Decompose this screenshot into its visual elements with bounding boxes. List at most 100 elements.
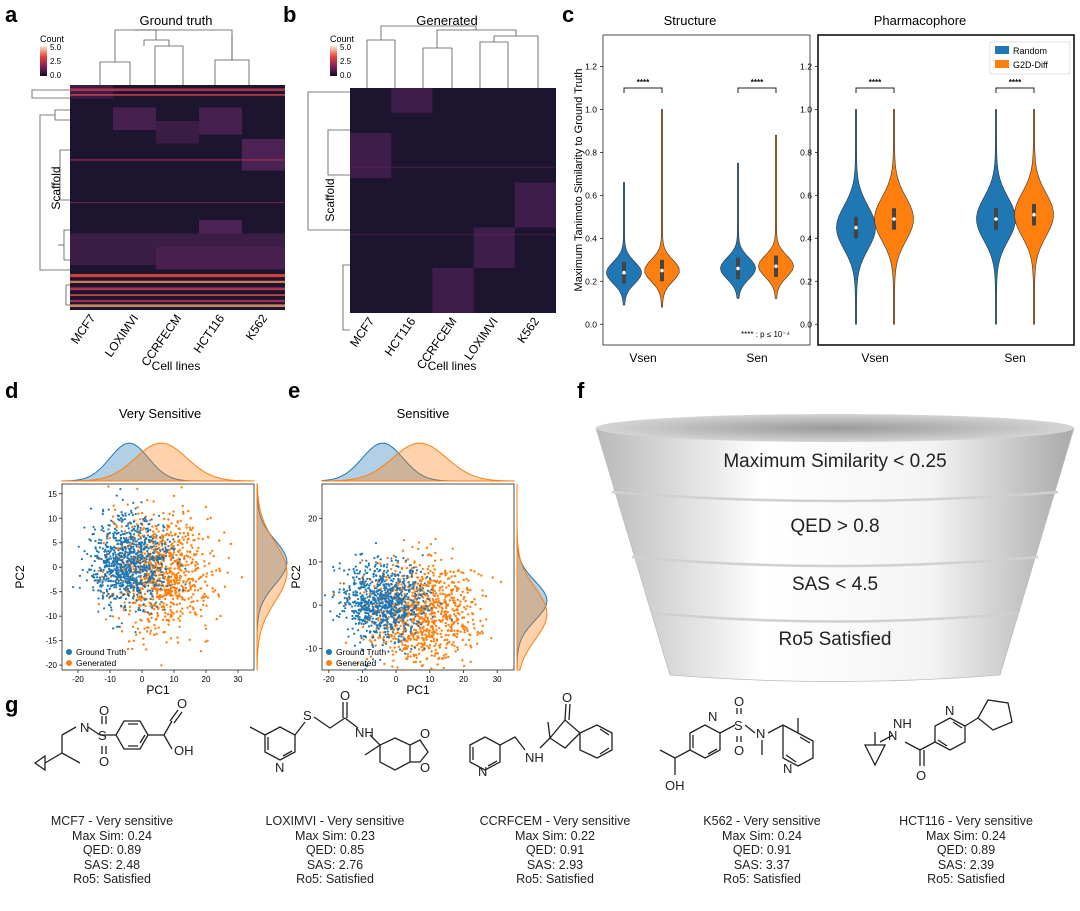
legend-label-random: Random — [1013, 46, 1047, 56]
scatter-point-generated — [217, 593, 220, 596]
scatter-point-generated — [394, 632, 397, 636]
scatter-point-generated — [173, 581, 177, 584]
scatter-point-generated — [139, 587, 142, 590]
atom-label: NH — [525, 750, 544, 765]
scatter-point-generated — [428, 646, 431, 650]
scatter-point-generated — [169, 580, 173, 584]
scatter-point-generated — [153, 633, 156, 637]
molecule-max-sim: Max Sim: 0.23 — [295, 828, 375, 843]
scatter-point-generated — [172, 618, 175, 621]
scatter-point-ground-truth — [338, 567, 341, 570]
molecule-caption-hct116: HCT116 - Very sensitive Max Sim: 0.24 QE… — [866, 814, 1066, 887]
scatter-point-generated — [476, 630, 479, 634]
scatter-point-generated — [178, 568, 181, 571]
scatter-point-generated — [127, 640, 131, 643]
scatter-point-generated — [465, 577, 468, 581]
scatter-xtick-label: 30 — [493, 675, 502, 684]
scatter-ytick-label: 10 — [48, 514, 57, 523]
scatter-point-ground-truth — [147, 538, 151, 541]
scatter-point-ground-truth — [357, 577, 361, 580]
scatter-point-ground-truth — [97, 610, 100, 613]
scatter-point-ground-truth — [362, 635, 365, 638]
scatter-point-ground-truth — [124, 555, 127, 558]
scatter-point-generated — [406, 636, 410, 640]
scatter-xtick-label: 10 — [425, 675, 434, 684]
scatter-point-ground-truth — [366, 607, 369, 610]
scatter-point-ground-truth — [398, 627, 401, 630]
scatter-point-generated — [132, 567, 135, 571]
scatter-point-ground-truth — [137, 608, 140, 612]
scatter-point-ground-truth — [383, 589, 386, 592]
scatter-point-generated — [420, 645, 423, 649]
scatter-point-ground-truth — [370, 624, 373, 627]
scatter-point-generated — [439, 632, 442, 636]
scatter-point-ground-truth — [151, 595, 154, 598]
scatter-point-ground-truth — [347, 568, 351, 571]
scatter-point-generated — [182, 512, 185, 515]
scatter-point-ground-truth — [119, 578, 122, 581]
scatter-point-generated — [179, 614, 182, 618]
scatter-point-ground-truth — [112, 574, 115, 577]
scatter-point-ground-truth — [375, 617, 378, 621]
molecule-sas: SAS: 2.76 — [306, 857, 364, 872]
scatter-point-generated — [382, 641, 386, 644]
scatter-point-ground-truth — [121, 498, 124, 501]
heatmap-a-colorbar-label: Count — [40, 34, 65, 44]
scatter-point-ground-truth — [379, 595, 382, 599]
scatter-point-generated — [401, 574, 404, 578]
scatter-point-ground-truth — [404, 630, 407, 633]
scatter-point-generated — [189, 556, 192, 559]
scatter-point-ground-truth — [398, 610, 402, 613]
scatter-point-ground-truth — [395, 592, 398, 595]
scatter-point-ground-truth — [132, 597, 135, 600]
scatter-point-ground-truth — [404, 612, 407, 616]
scatter-point-generated — [169, 553, 173, 556]
scatter-point-generated — [143, 592, 147, 596]
scatter-point-ground-truth — [356, 615, 359, 618]
scatter-point-ground-truth — [110, 609, 113, 612]
scatter-point-generated — [178, 527, 181, 530]
scatter-point-ground-truth — [89, 568, 93, 571]
heatmap-a-xlabel: Cell lines — [152, 359, 201, 373]
scatter-point-generated — [453, 629, 456, 632]
scatter-point-generated — [179, 541, 182, 545]
scatter-point-ground-truth — [98, 576, 101, 579]
scatter-point-ground-truth — [139, 550, 142, 554]
scatter-point-ground-truth — [93, 559, 96, 563]
scatter-point-ground-truth — [376, 592, 380, 595]
scatter-point-ground-truth — [363, 586, 366, 589]
scatter-point-ground-truth — [120, 540, 123, 544]
scatter-point-generated — [406, 645, 410, 648]
scatter-point-ground-truth — [166, 548, 169, 552]
scatter-point-ground-truth — [358, 608, 361, 611]
scatter-d-legend: Ground Truth Generated — [66, 647, 126, 668]
scatter-e-title: Sensitive — [397, 406, 450, 421]
scatter-point-generated — [123, 530, 127, 533]
scatter-point-ground-truth — [124, 579, 127, 582]
scatter-point-ground-truth — [133, 525, 136, 528]
scatter-point-generated — [166, 613, 170, 616]
scatter-point-generated — [454, 650, 457, 653]
scatter-point-ground-truth — [108, 551, 111, 554]
scatter-point-ground-truth — [116, 581, 119, 585]
atom-label: N — [478, 764, 487, 779]
legend-dot-ground-truth — [326, 649, 332, 655]
scatter-point-ground-truth — [162, 558, 165, 561]
scatter-point-generated — [434, 581, 438, 584]
scatter-point-ground-truth — [97, 579, 100, 582]
scatter-point-generated — [191, 558, 194, 561]
scatter-point-ground-truth — [167, 545, 170, 548]
scatter-point-generated — [417, 607, 421, 610]
scatter-point-generated — [425, 669, 427, 670]
scatter-point-generated — [169, 601, 173, 604]
scatter-point-ground-truth — [404, 652, 407, 655]
scatter-point-generated — [138, 518, 142, 521]
scatter-point-ground-truth — [402, 606, 405, 610]
scatter-point-ground-truth — [120, 605, 123, 608]
violin-category-label: Vsen — [629, 351, 656, 365]
violin-median-dot — [854, 225, 858, 230]
scatter-point-generated — [466, 629, 469, 633]
scatter-point-ground-truth — [381, 575, 384, 579]
scatter-point-generated — [184, 535, 187, 538]
scatter-point-ground-truth — [86, 552, 89, 556]
